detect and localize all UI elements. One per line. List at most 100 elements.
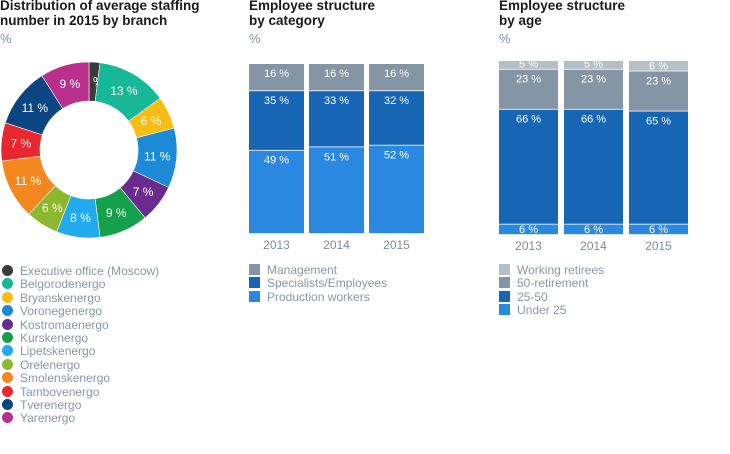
bar-segment (629, 61, 688, 71)
legend-label: Yarenergo (20, 411, 76, 426)
legend-label: Management (267, 263, 338, 277)
legend-label: Orelenergo (20, 357, 81, 372)
bar-value-label: 5 % (519, 59, 538, 71)
bar-value-label: 6 % (584, 224, 603, 236)
legend-item: Management (249, 263, 387, 277)
legend-label: Belgorodenergo (20, 277, 106, 292)
legend-swatch (2, 305, 13, 317)
legend-swatch (499, 290, 510, 302)
legend-label: Lipetskenergo (20, 344, 96, 359)
legend-label: Voronegenergo (20, 304, 103, 319)
legend-swatch (499, 264, 510, 275)
legend-swatch (2, 358, 13, 370)
legend-label: Executive office (Moscow) (20, 264, 160, 278)
legend-label: Kostromaenergo (20, 317, 109, 332)
legend-swatch (2, 398, 13, 410)
donut-slice-label: 7 % (133, 185, 154, 199)
donut-slice-label: 9 % (60, 77, 81, 91)
bar-value-label: 16 % (384, 68, 409, 80)
bar-segment (249, 91, 304, 150)
bar-segment (499, 69, 558, 109)
bar-segment (564, 69, 623, 109)
legend-label: 25-50 (517, 289, 548, 304)
bar-segment (564, 61, 623, 69)
legend-label: Specialists/Employees (267, 276, 388, 291)
legend-label: Production workers (267, 289, 370, 304)
donut-slice-label: 11 % (144, 149, 171, 163)
legend-label: Tambovenergo (20, 384, 100, 399)
bar-segment (249, 64, 304, 91)
legend-item: Kurskenergo (2, 331, 159, 345)
legend-swatch (2, 331, 13, 343)
bar-value-label: 33 % (324, 95, 349, 107)
legend-swatch (2, 372, 13, 384)
bar-segment (309, 91, 364, 147)
donut-slice-label: 6 % (42, 201, 63, 215)
legend-item: Tverenergo (2, 397, 159, 412)
legend-swatch (249, 290, 260, 302)
legend-label: Bryanskenergo (20, 290, 101, 305)
x-tick-label: 2014 (580, 239, 607, 253)
donut-unit: % (0, 31, 12, 46)
legend-label: 50-retirement (517, 276, 589, 291)
legend-item: Production workers (249, 289, 387, 304)
donut-title: Distribution of average staffing number … (0, 0, 200, 28)
legend-item: Orelenergo (2, 357, 159, 372)
legend-item: Kostromaenergo (2, 317, 159, 332)
bar-segment (564, 224, 623, 235)
bar-segment (629, 111, 688, 224)
donut-slice-label: 11 % (22, 101, 49, 115)
legend-item: 50-retirement (499, 277, 604, 290)
bar-segment (629, 71, 688, 111)
x-tick-label: 2013 (263, 238, 290, 252)
donut-slice-label: 6 % (141, 114, 162, 128)
x-tick-label: 2013 (515, 239, 542, 253)
legend-item: Yarenergo (2, 412, 159, 425)
bar-value-label: 52 % (384, 150, 409, 162)
legend-label: Under 25 (517, 303, 567, 318)
bar-segment (499, 61, 558, 69)
donut-slice (41, 61, 90, 110)
bar-segment (309, 147, 364, 234)
legend-item: Tambovenergo (2, 384, 159, 399)
bar-value-label: 49 % (264, 155, 289, 167)
x-tick-label: 2015 (383, 238, 410, 252)
legend-swatch (2, 265, 13, 276)
donut-slice-label: 11 % (15, 174, 42, 188)
category-title: Employee structure by category (249, 0, 376, 28)
category-unit: % (249, 31, 261, 46)
bar-segment (499, 224, 558, 235)
legend-item: 25-50 (499, 289, 604, 304)
donut-slice-label: 7 % (10, 137, 31, 151)
legend-swatch (249, 264, 260, 275)
x-tick-label: 2014 (323, 238, 350, 252)
legend-swatch (2, 412, 13, 424)
bar-segment (309, 64, 364, 91)
bar-segment (369, 91, 424, 145)
bar-value-label: 66 % (516, 114, 541, 126)
legend-label: Tverenergo (20, 397, 82, 412)
bar-segment (249, 150, 304, 234)
legend-item: Under 25 (499, 303, 604, 318)
bar-segment (369, 145, 424, 234)
legend-swatch (2, 278, 13, 290)
bar-value-label: 6 % (519, 224, 538, 236)
age-legend: Working retirees 50-retirement 25-50 Under … (499, 263, 604, 318)
bar-segment (629, 224, 688, 235)
category-legend: Management Specialists/Employees Productio… (249, 263, 388, 304)
legend-swatch (2, 318, 13, 330)
legend-swatch (499, 277, 510, 289)
donut-slice-label: 9 % (106, 206, 127, 220)
bar-segment (564, 109, 623, 224)
age-title: Employee structure by age (499, 0, 626, 28)
bar-value-label: 51 % (324, 151, 349, 163)
bar-value-label: 23 % (581, 74, 606, 86)
bar-value-label: 32 % (384, 95, 409, 107)
bar-value-label: 6 % (649, 60, 668, 72)
donut-slice-label: 13 % (110, 84, 138, 98)
legend-item: Belgorodenergo (2, 278, 159, 291)
age-unit: % (499, 31, 511, 46)
legend-swatch (2, 345, 13, 357)
x-tick-label: 2015 (645, 239, 672, 253)
